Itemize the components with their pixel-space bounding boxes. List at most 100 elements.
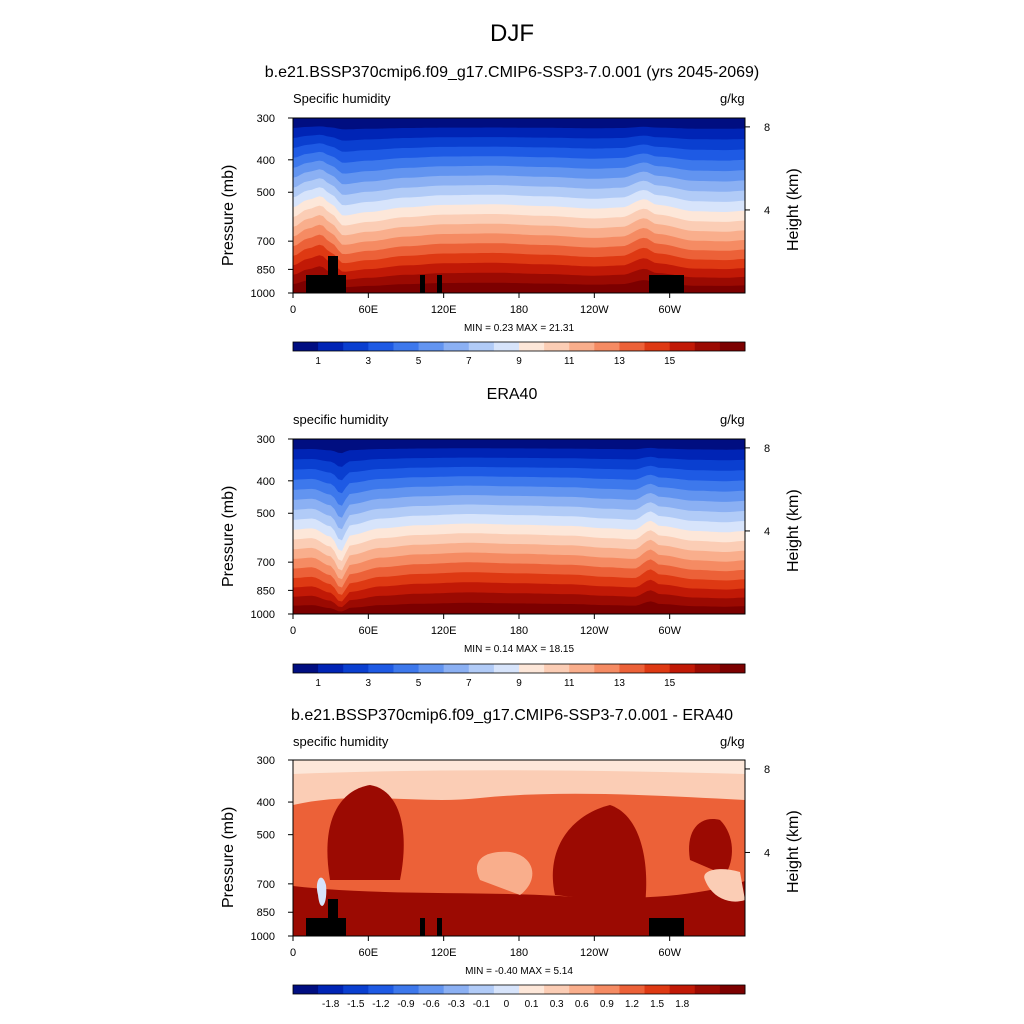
colorbar-tick-label: -0.3 xyxy=(448,999,466,1010)
colorbar-swatch xyxy=(719,342,746,351)
x-tick-label: 120E xyxy=(431,625,457,637)
colorbar-swatch xyxy=(519,664,545,673)
colorbar-tick-label: 5 xyxy=(416,356,422,367)
y-tick-label: 400 xyxy=(257,155,275,167)
y-axis-label: Pressure (mb) xyxy=(220,164,237,266)
y-axis-label: Pressure (mb) xyxy=(220,485,237,587)
colorbar-tick-label: 0.9 xyxy=(600,999,614,1010)
topography-mask xyxy=(437,918,442,936)
y-tick-label: 700 xyxy=(257,236,275,248)
y2-tick-label: 8 xyxy=(764,764,770,776)
colorbar-swatch xyxy=(468,985,495,994)
topography-mask xyxy=(420,275,425,293)
colorbar-tick-label: 1.2 xyxy=(625,999,639,1010)
colorbar-tick-label: 11 xyxy=(564,678,575,689)
contour-band xyxy=(552,805,647,905)
y2-tick-label: 4 xyxy=(764,847,770,859)
colorbar-tick-label: -1.2 xyxy=(372,999,390,1010)
y-tick-label: 300 xyxy=(257,434,275,446)
contour-band xyxy=(316,877,327,906)
colorbar-swatch xyxy=(343,664,369,673)
colorbar-frame xyxy=(292,984,746,995)
x-tick-label: 60E xyxy=(359,947,379,959)
colorbar-tick-label: 9 xyxy=(516,678,522,689)
colorbar-swatch xyxy=(669,664,696,673)
colorbar-swatch xyxy=(493,985,520,994)
y-tick-label: 500 xyxy=(257,187,275,199)
x-tick-label: 0 xyxy=(290,304,296,316)
topography-mask xyxy=(306,275,346,293)
y2-tick-label: 8 xyxy=(764,443,770,455)
colorbar-swatch xyxy=(719,664,746,673)
panel-title: ERA40 xyxy=(486,386,538,403)
colorbar-swatch xyxy=(619,342,646,351)
y2-axis-label: Height (km) xyxy=(785,488,802,572)
colorbar-tick-label: 3 xyxy=(366,356,372,367)
y-tick-label: 400 xyxy=(257,797,275,809)
colorbar-swatch xyxy=(393,342,420,351)
figure-title: DJF xyxy=(490,20,534,47)
colorbar-swatch xyxy=(368,664,394,673)
panel-title: b.e21.BSSP370cmip6.f09_g17.CMIP6-SSP3-7.… xyxy=(290,707,734,724)
y-tick-label: 850 xyxy=(257,585,275,597)
colorbar-tick-label: 1.8 xyxy=(675,999,689,1010)
topography-mask xyxy=(306,918,346,936)
colorbar-swatch xyxy=(318,342,344,351)
topography-mask xyxy=(328,256,338,275)
colorbar-frame xyxy=(292,341,746,352)
x-tick-label: 60W xyxy=(658,947,681,959)
colorbar-swatch xyxy=(343,985,369,994)
contour-band xyxy=(293,881,745,936)
y-tick-label: 1000 xyxy=(251,609,275,621)
colorbar-swatch xyxy=(443,664,470,673)
colorbar-tick-label: -0.9 xyxy=(397,999,415,1010)
y-tick-label: 500 xyxy=(257,508,275,520)
x-tick-label: 180 xyxy=(510,625,528,637)
colorbar-swatch xyxy=(368,985,394,994)
colorbar-swatch xyxy=(569,342,595,351)
colorbar-tick-label: -1.5 xyxy=(347,999,365,1010)
colorbar-tick-label: -0.6 xyxy=(422,999,440,1010)
x-tick-label: 120E xyxy=(431,304,457,316)
x-tick-label: 0 xyxy=(290,947,296,959)
colorbar-tick-label: 0.1 xyxy=(525,999,539,1010)
colorbar-tick-label: 15 xyxy=(664,356,676,367)
units-label: g/kg xyxy=(720,412,745,427)
panel-1: 0 60E 120E 180 120W 60W 300 400 500 700 850 1000 8 4 1… xyxy=(251,113,771,367)
colorbar-swatch xyxy=(418,985,445,994)
x-tick-label: 120W xyxy=(580,304,609,316)
variable-label: specific humidity xyxy=(293,412,389,427)
x-tick-label: 60E xyxy=(359,625,379,637)
colorbar-swatch xyxy=(393,985,420,994)
x-tick-label: 180 xyxy=(510,947,528,959)
contour-band xyxy=(476,851,533,895)
colorbar-swatch xyxy=(519,985,545,994)
y-tick-label: 1000 xyxy=(251,931,275,943)
min-max-stats: MIN = 0.14 MAX = 18.15 xyxy=(463,644,575,655)
colorbar-tick-label: -0.1 xyxy=(473,999,491,1010)
y-tick-label: 700 xyxy=(257,879,275,891)
colorbar-swatch xyxy=(343,342,369,351)
topography-mask xyxy=(420,918,425,936)
colorbar-swatch xyxy=(694,664,721,673)
y-tick-label: 500 xyxy=(257,830,275,842)
colorbar-swatch xyxy=(694,342,721,351)
colorbar-swatch xyxy=(418,664,445,673)
y2-tick-label: 8 xyxy=(764,122,770,134)
colorbar-tick-label: 7 xyxy=(466,356,472,367)
colorbar-tick-label: 1.5 xyxy=(650,999,664,1010)
colorbar-frame xyxy=(292,663,746,674)
y-tick-label: 300 xyxy=(257,113,275,125)
colorbar-swatch xyxy=(493,664,520,673)
y-tick-label: 850 xyxy=(257,907,275,919)
min-max-stats: MIN = 0.23 MAX = 21.31 xyxy=(463,323,575,334)
colorbar-swatch xyxy=(393,664,420,673)
colorbar-tick-label: 15 xyxy=(664,678,676,689)
y2-axis-label: Height (km) xyxy=(785,167,802,251)
y2-axis-label: Height (km) xyxy=(785,810,802,893)
colorbar-swatch xyxy=(443,342,470,351)
contour-band xyxy=(689,819,732,875)
colorbar-tick-label: 3 xyxy=(366,678,372,689)
units-label: g/kg xyxy=(720,734,745,749)
